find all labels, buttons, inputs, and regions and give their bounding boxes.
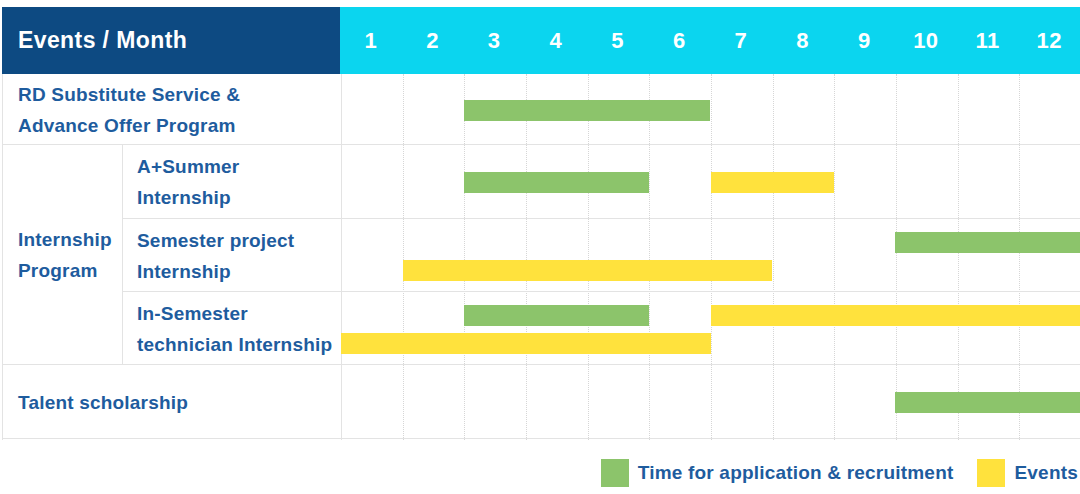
header-corner-cell: Events / Month <box>2 7 340 74</box>
gantt-bar-events <box>341 333 711 354</box>
row-label: Talent scholarship <box>3 365 341 439</box>
row-chart-area <box>341 292 1080 365</box>
months-header: 123456789101112 <box>340 7 1080 74</box>
application-color-swatch <box>601 459 629 487</box>
group-label-internship-program: InternshipProgram <box>3 145 123 365</box>
row-label: Semester projectInternship <box>123 219 341 292</box>
row-label-line: Semester project <box>137 225 341 256</box>
events-color-swatch <box>977 459 1005 487</box>
row-label-line: A+Summer <box>137 151 341 182</box>
gantt-bar-application <box>895 232 1080 253</box>
month-header-7: 7 <box>710 7 772 74</box>
row-chart-area <box>341 145 1080 219</box>
month-header-4: 4 <box>525 7 587 74</box>
month-header-3: 3 <box>463 7 525 74</box>
row-label: In-Semestertechnician Internship <box>123 292 341 365</box>
table-header: Events / Month 123456789101112 <box>2 7 1080 74</box>
month-header-8: 8 <box>772 7 834 74</box>
month-header-12: 12 <box>1018 7 1080 74</box>
row-label: RD Substitute Service &Advance Offer Pro… <box>3 74 341 145</box>
row-label: A+SummerInternship <box>123 145 341 219</box>
row-separator <box>3 144 1080 145</box>
gantt-row: RD Substitute Service &Advance Offer Pro… <box>3 74 1080 145</box>
gantt-bar-events <box>403 260 773 281</box>
group-label-line: Program <box>18 255 122 286</box>
gantt-row: A+SummerInternship <box>3 145 1080 219</box>
row-separator <box>3 438 1080 439</box>
gantt-bar-events <box>711 172 834 193</box>
gantt-row: Talent scholarship <box>3 365 1080 439</box>
row-label-line: Internship <box>137 182 341 213</box>
gantt-bar-application <box>464 172 649 193</box>
month-header-5: 5 <box>587 7 649 74</box>
row-label-line: Internship <box>137 256 341 287</box>
legend-item-application: Time for application & recruitment <box>601 459 954 487</box>
month-header-10: 10 <box>895 7 957 74</box>
legend: Time for application & recruitment Event… <box>601 459 1078 487</box>
row-label-line: In-Semester <box>137 298 341 329</box>
row-separator <box>123 218 1080 219</box>
month-header-11: 11 <box>957 7 1019 74</box>
gantt-bar-application <box>464 305 649 326</box>
gantt-row: In-Semestertechnician Internship <box>3 292 1080 365</box>
row-label-line: RD Substitute Service & <box>18 79 341 110</box>
legend-label-events: Events <box>1014 462 1078 484</box>
row-separator <box>3 364 1080 365</box>
row-label-line: Talent scholarship <box>18 387 341 418</box>
month-header-6: 6 <box>648 7 710 74</box>
row-label-line: Advance Offer Program <box>18 110 341 141</box>
gantt-bar-application <box>464 100 710 121</box>
row-chart-area <box>341 365 1080 439</box>
row-chart-area <box>341 74 1080 145</box>
month-header-9: 9 <box>833 7 895 74</box>
row-separator <box>123 291 1080 292</box>
legend-item-events: Events <box>977 459 1078 487</box>
month-header-2: 2 <box>402 7 464 74</box>
month-header-1: 1 <box>340 7 402 74</box>
gantt-table: Events / Month 123456789101112 RD Substi… <box>2 7 1080 440</box>
gantt-row: Semester projectInternship <box>3 219 1080 292</box>
gantt-body: RD Substitute Service &Advance Offer Pro… <box>2 74 1080 440</box>
row-label-line: technician Internship <box>137 329 341 360</box>
gantt-bar-application <box>895 392 1080 413</box>
group-label-line: Internship <box>18 224 122 255</box>
row-chart-area <box>341 219 1080 292</box>
legend-label-application: Time for application & recruitment <box>638 462 954 484</box>
gantt-bar-events <box>711 305 1080 326</box>
